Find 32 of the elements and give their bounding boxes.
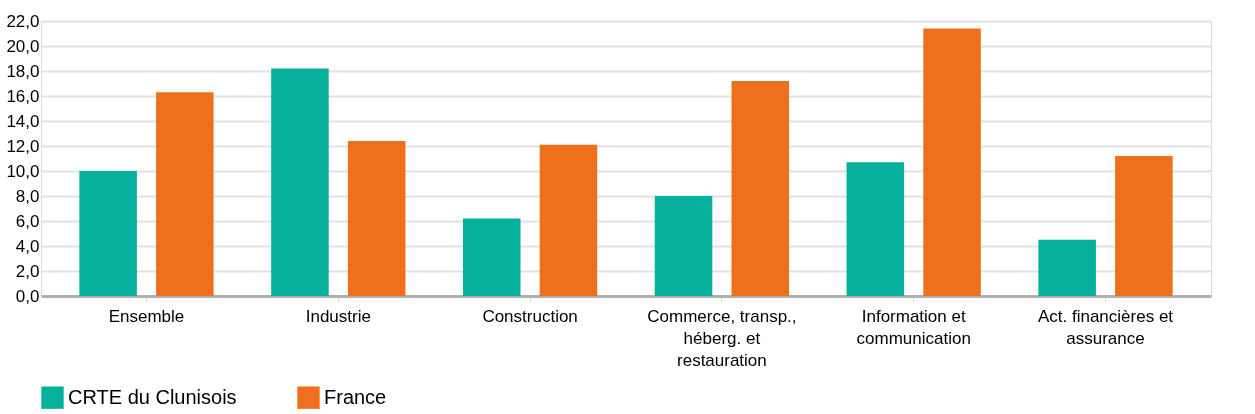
bar xyxy=(271,68,329,296)
bar xyxy=(1038,239,1096,296)
y-tick-label: 0,0 xyxy=(15,286,40,306)
y-tick-label: 4,0 xyxy=(15,236,40,256)
y-tick-label: 8,0 xyxy=(15,186,40,206)
y-tick-label: 16,0 xyxy=(6,86,40,106)
x-tick-label: Information et communication xyxy=(856,306,971,348)
y-tick-label: 6,0 xyxy=(15,211,40,231)
bar xyxy=(731,81,790,296)
y-tick-label: 14,0 xyxy=(6,111,40,131)
x-tick-label: Ensemble xyxy=(108,306,185,326)
bar xyxy=(539,144,598,296)
x-tick-label: Commerce, transp., héberg. et restauration xyxy=(647,306,797,370)
bar xyxy=(654,196,713,296)
y-tick-label: 12,0 xyxy=(6,136,40,156)
bar xyxy=(347,141,406,296)
bar xyxy=(462,218,521,296)
y-tick-label: 2,0 xyxy=(15,261,40,281)
x-tick-label: Industrie xyxy=(305,306,371,326)
x-tick-label: Act. financières et assurance xyxy=(1037,306,1174,348)
bar xyxy=(79,171,137,296)
legend-label: France xyxy=(324,385,387,408)
y-tick-label: 10,0 xyxy=(6,161,40,181)
bar xyxy=(1115,156,1173,296)
bar xyxy=(846,162,905,296)
y-tick-label: 18,0 xyxy=(6,61,40,81)
bar xyxy=(156,92,214,296)
legend-label: CRTE du Clunisois xyxy=(68,385,237,408)
x-tick-label: Construction xyxy=(482,306,578,326)
y-tick-label: 20,0 xyxy=(6,36,40,56)
bar xyxy=(923,28,981,296)
y-tick-label: 22,0 xyxy=(6,11,40,31)
